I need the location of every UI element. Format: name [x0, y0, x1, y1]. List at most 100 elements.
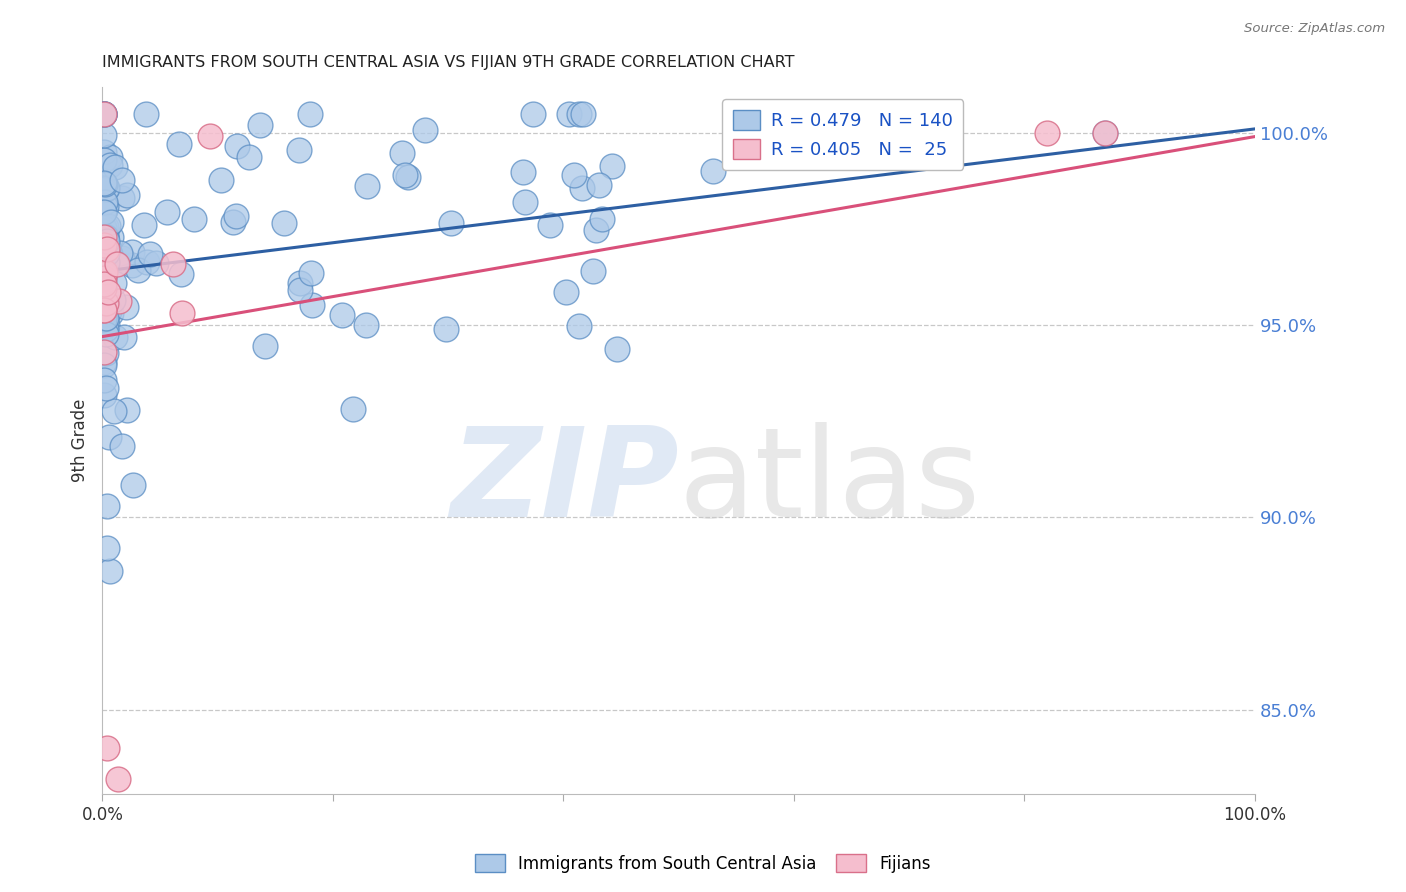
Point	[138, 246, 160, 260]
Point	[93, 181, 115, 195]
Point	[108, 246, 131, 260]
Point	[96, 381, 118, 395]
Point	[93, 106, 115, 120]
Point	[588, 178, 610, 192]
Point	[93, 106, 115, 120]
Point	[225, 138, 247, 153]
Point	[200, 128, 222, 143]
Point	[93, 373, 115, 387]
Point	[96, 242, 118, 256]
Point	[562, 168, 585, 182]
Point	[170, 267, 193, 281]
Point	[330, 308, 353, 322]
Point	[93, 106, 115, 120]
Point	[98, 304, 121, 318]
Point	[93, 224, 115, 238]
Point	[273, 216, 295, 230]
Point	[97, 219, 120, 233]
Point	[104, 330, 127, 344]
Point	[354, 318, 377, 332]
Point	[103, 254, 125, 268]
Point	[96, 246, 118, 260]
Point	[93, 176, 115, 190]
Point	[94, 265, 117, 279]
Point	[606, 342, 628, 356]
Point	[96, 741, 118, 756]
Point	[121, 258, 143, 272]
Point	[121, 245, 143, 260]
Point	[396, 170, 419, 185]
Point	[111, 439, 134, 453]
Point	[135, 106, 157, 120]
Point	[93, 268, 115, 282]
Point	[98, 158, 121, 172]
Point	[93, 128, 115, 143]
Point	[301, 298, 323, 312]
Point	[512, 165, 534, 179]
Point	[111, 173, 134, 187]
Point	[434, 321, 457, 335]
Point	[107, 772, 129, 786]
Point	[145, 256, 167, 270]
Point	[98, 564, 121, 578]
Point	[93, 303, 115, 318]
Point	[96, 499, 118, 513]
Point	[94, 322, 117, 336]
Point	[111, 191, 134, 205]
Point	[167, 136, 190, 151]
Point	[568, 106, 591, 120]
Point	[238, 150, 260, 164]
Point	[162, 257, 184, 271]
Point	[98, 247, 121, 261]
Point	[108, 294, 131, 309]
Point	[93, 153, 115, 168]
Point	[287, 143, 309, 157]
Point	[93, 355, 115, 369]
Point	[702, 164, 724, 178]
Point	[93, 221, 115, 235]
Point	[96, 234, 118, 248]
Point	[249, 118, 271, 132]
Point	[96, 181, 118, 195]
Point	[94, 177, 117, 191]
Point	[93, 242, 115, 256]
Point	[93, 301, 115, 315]
Legend: R = 0.479   N = 140, R = 0.405   N =  25: R = 0.479 N = 140, R = 0.405 N = 25	[723, 99, 963, 169]
Point	[93, 183, 115, 197]
Point	[96, 327, 118, 342]
Point	[93, 106, 115, 120]
Point	[98, 430, 121, 444]
Point	[93, 302, 115, 317]
Point	[96, 541, 118, 555]
Point	[136, 255, 159, 269]
Text: 100.0%: 100.0%	[1223, 805, 1286, 824]
Point	[96, 295, 118, 310]
Point	[1036, 126, 1059, 140]
Point	[104, 160, 127, 174]
Point	[94, 194, 117, 209]
Point	[132, 219, 155, 233]
Legend: Immigrants from South Central Asia, Fijians: Immigrants from South Central Asia, Fiji…	[468, 847, 938, 880]
Point	[93, 307, 115, 321]
Point	[93, 345, 115, 359]
Point	[93, 388, 115, 402]
Point	[104, 257, 127, 271]
Point	[93, 235, 115, 250]
Point	[100, 306, 122, 320]
Point	[101, 293, 124, 308]
Text: IMMIGRANTS FROM SOUTH CENTRAL ASIA VS FIJIAN 9TH GRADE CORRELATION CHART: IMMIGRANTS FROM SOUTH CENTRAL ASIA VS FI…	[103, 55, 794, 70]
Point	[94, 318, 117, 333]
Point	[1094, 126, 1116, 140]
Point	[183, 211, 205, 226]
Point	[299, 266, 322, 280]
Text: ZIP: ZIP	[450, 423, 679, 543]
Point	[93, 268, 115, 283]
Point	[585, 223, 607, 237]
Point	[515, 195, 537, 210]
Point	[391, 146, 413, 161]
Point	[571, 181, 593, 195]
Point	[591, 212, 613, 227]
Point	[225, 209, 247, 223]
Point	[558, 106, 581, 120]
Point	[94, 230, 117, 244]
